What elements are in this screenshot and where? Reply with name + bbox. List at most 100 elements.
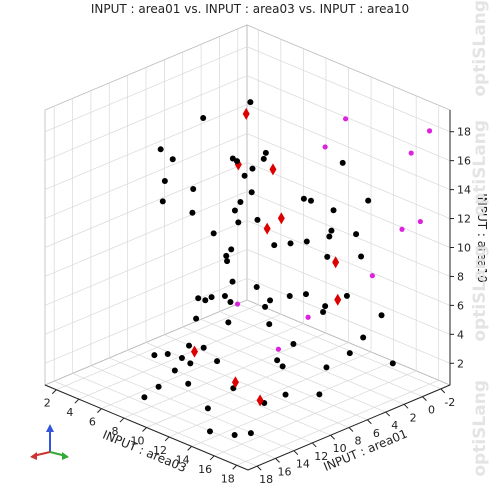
data-point-magenta [234, 301, 241, 307]
gridline-z-left [44, 75, 248, 161]
gridline-z-left [44, 191, 248, 277]
y-tick-label: 16 [278, 465, 292, 478]
y-tick-label: 2 [410, 411, 417, 424]
data-point-black [326, 233, 333, 240]
x-tick-label: 4 [66, 406, 73, 419]
data-point-black [189, 209, 196, 216]
data-point-black [202, 297, 209, 304]
x-tick [187, 446, 192, 451]
y-tick [367, 419, 372, 425]
data-point-black [227, 299, 234, 306]
data-point-black [346, 350, 353, 357]
y-tick-label: 0 [428, 404, 435, 417]
gridline-z-left [44, 277, 248, 364]
data-point-magenta [417, 218, 423, 225]
data-point-black [231, 207, 238, 214]
data-point-magenta [408, 150, 414, 156]
data-point-black [208, 294, 215, 301]
gridline-z-right [246, 104, 451, 190]
data-point-black [302, 291, 309, 298]
gridline-z-right [246, 249, 451, 335]
data-point-black [200, 115, 207, 122]
watermark-text: optiSLang [470, 0, 490, 97]
triad-x-arrow [30, 452, 37, 460]
z-tick-label: 4 [457, 328, 464, 341]
data-point-black [328, 227, 335, 234]
data-point-diamond [242, 107, 250, 120]
x-tick [97, 408, 102, 413]
z-tick-label: 18 [457, 126, 471, 139]
data-point-black [307, 197, 314, 204]
data-point-black [339, 159, 346, 166]
data-point-magenta [322, 144, 328, 150]
gridline-y-floor [182, 326, 386, 413]
y-tick [422, 396, 427, 401]
y-tick [330, 434, 335, 440]
data-point-black [320, 309, 327, 316]
y-tick-label: 12 [314, 450, 328, 463]
data-point-black [171, 367, 178, 374]
data-point-black [286, 293, 293, 300]
y-tick-label: 18 [259, 473, 273, 486]
y-tick-label: 8 [355, 435, 362, 448]
gridline-z-left [44, 104, 248, 190]
data-point-black [157, 146, 164, 153]
z-tick-label: 14 [457, 184, 471, 197]
data-point-black [155, 383, 162, 390]
axis-walls [43, 24, 452, 471]
data-point-magenta [275, 346, 282, 352]
gridline-z-left [44, 249, 248, 335]
x-tick-label: 6 [89, 416, 96, 429]
data-point-black [159, 198, 166, 205]
gridline-y-floor [72, 373, 276, 459]
gridline-z-left [44, 133, 248, 219]
data-point-black [241, 172, 248, 179]
z-tick-label: 10 [457, 242, 471, 255]
data-point-black [193, 315, 200, 322]
data-point-diamond [191, 345, 199, 358]
y-tick-label: 14 [296, 458, 310, 471]
y-tick-label: 10 [333, 442, 347, 455]
gridline-z-left [44, 46, 248, 133]
data-point-black [260, 155, 267, 162]
watermark-text: optiSLang [470, 380, 490, 477]
data-point-black [210, 230, 217, 237]
data-point-black [266, 321, 273, 328]
data-point-black [151, 352, 158, 359]
triad-y-arrow [62, 452, 69, 460]
x-tick-label: 18 [221, 472, 235, 485]
data-point-black [378, 312, 385, 319]
data-point-black [187, 360, 194, 367]
x-tick-label: 12 [153, 444, 167, 457]
data-point-black [225, 319, 232, 326]
gridline-z-right [246, 277, 451, 364]
gridline-z-right [246, 46, 451, 133]
data-point-black [164, 350, 171, 357]
data-point-black [221, 292, 228, 299]
x-tick-label: 14 [176, 453, 190, 466]
data-point-diamond [263, 222, 271, 235]
data-point-diamond [269, 163, 277, 176]
data-point-diamond [334, 293, 342, 306]
x-tick [232, 464, 238, 470]
data-point-diamond [256, 394, 264, 407]
watermark-text: optiSLang [470, 120, 490, 217]
data-point-black [323, 364, 330, 371]
data-point-black [204, 405, 211, 412]
data-point-black [169, 156, 176, 163]
data-point-magenta [305, 314, 311, 320]
data-point-black [330, 207, 337, 214]
x-tick-label: 8 [111, 425, 118, 438]
data-point-black [300, 195, 307, 202]
y-tick [256, 465, 262, 471]
data-point-black [249, 165, 256, 172]
data-point-black [353, 231, 360, 238]
data-point-black [282, 391, 289, 398]
y-tick-label: 6 [373, 427, 380, 440]
x-axis-label: INPUT : area03 [101, 428, 189, 475]
data-point-black [235, 219, 242, 226]
x-tick [74, 398, 80, 404]
data-point-magenta [369, 273, 375, 279]
z-tick-label: 6 [457, 299, 464, 312]
